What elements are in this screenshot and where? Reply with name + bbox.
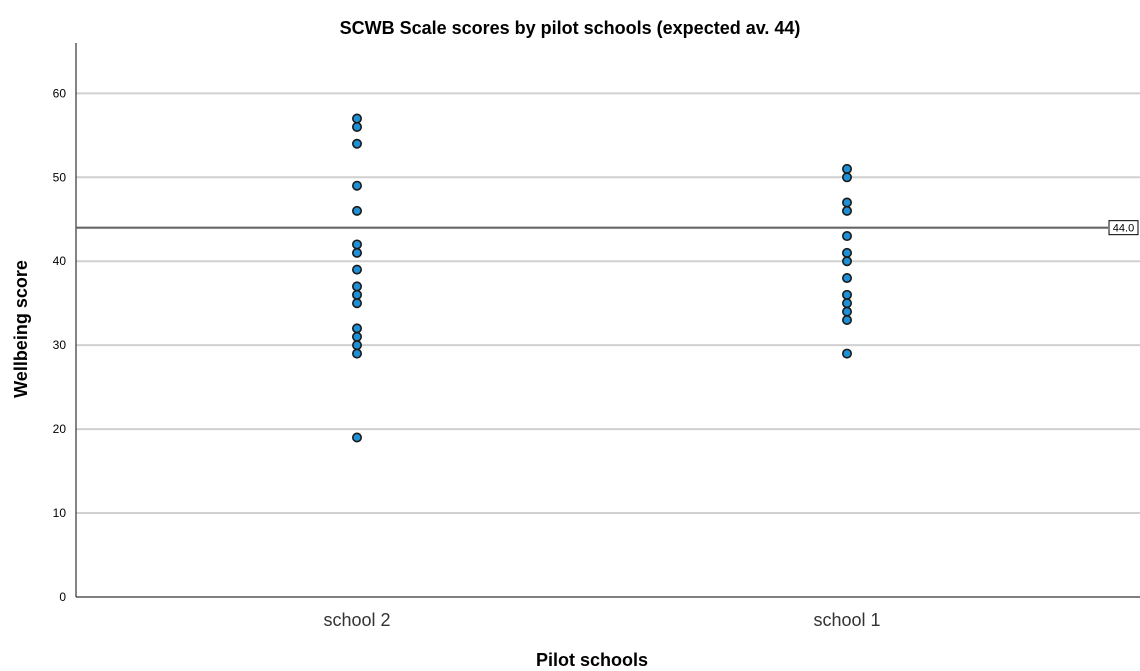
data-point [841,197,852,208]
data-point [351,138,362,149]
y-tick-label: 60 [53,86,67,100]
data-point [841,298,852,309]
grid-layer [76,92,1140,515]
data-point [351,340,362,351]
data-point [351,348,362,359]
data-point [351,298,362,309]
x-tick-label: school 1 [813,610,880,630]
data-point [351,205,362,216]
y-tick-label: 0 [59,590,66,604]
data-point [351,331,362,342]
data-point [841,306,852,317]
chart-title: SCWB Scale scores by pilot schools (expe… [340,18,801,38]
data-point [351,323,362,334]
axes-layer [75,43,1140,598]
data-point [351,289,362,300]
data-point [351,239,362,250]
labels-layer: SCWB Scale scores by pilot schools (expe… [11,18,881,670]
y-tick-label: 20 [53,422,67,436]
data-point [351,247,362,258]
data-point [351,432,362,443]
y-axis-label: Wellbeing score [11,260,31,398]
reference-line-label: 44.0 [1113,223,1134,235]
reference-line-label-box [1108,220,1139,236]
data-point [841,247,852,258]
x-tick-label: school 2 [323,610,390,630]
x-axis-label: Pilot schools [536,650,648,670]
data-point [351,281,362,292]
data-point [841,273,852,284]
y-tick-label: 10 [53,506,67,520]
data-point [351,113,362,124]
data-point [841,314,852,325]
points-layer [351,113,852,443]
reference-line-layer: 44.0 [76,220,1139,236]
y-tick-label: 50 [53,170,67,184]
data-point [841,289,852,300]
data-point [841,348,852,359]
data-point [351,264,362,275]
data-point [841,205,852,216]
data-point [351,180,362,191]
y-tick-label: 30 [53,338,67,352]
data-point [351,121,362,132]
data-point [841,163,852,174]
data-point [841,231,852,242]
y-tick-label: 40 [53,254,67,268]
data-point [841,172,852,183]
data-point [841,256,852,267]
